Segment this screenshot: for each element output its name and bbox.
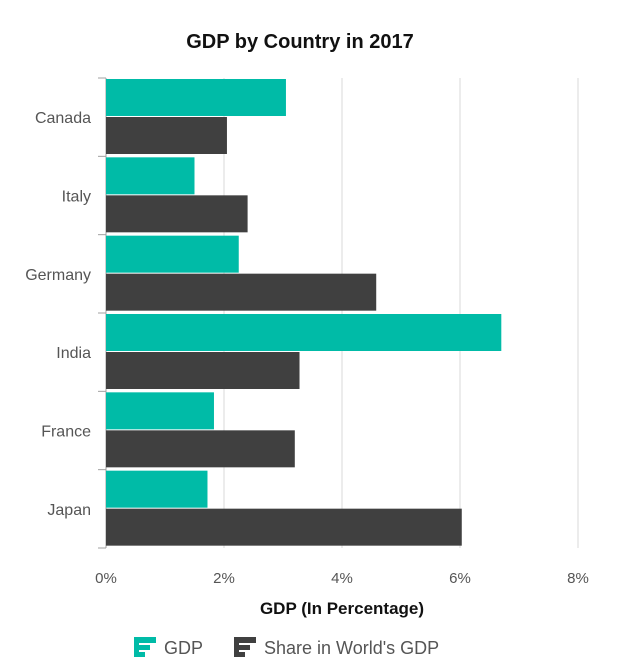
legend: GDP Share in World's GDP [134, 637, 439, 658]
legend-label: Share in World's GDP [264, 638, 439, 658]
bars [106, 79, 502, 546]
x-tick-label: 6% [449, 570, 471, 587]
category-label-canada: Canada [35, 110, 91, 127]
bar-italy-world-share [106, 195, 248, 233]
x-tick-label: 0% [95, 570, 117, 587]
category-label-germany: Germany [25, 267, 91, 284]
grid-lines [223, 78, 579, 548]
bar-italy-gdp [106, 157, 195, 195]
bar-france-world-share [106, 430, 295, 468]
chart-title: GDP by Country in 2017 [186, 31, 413, 53]
bar-canada-world-share [106, 117, 227, 154]
bar-india-gdp [106, 314, 502, 351]
category-label-india: India [56, 345, 91, 362]
category-label-italy: Italy [62, 189, 91, 206]
legend-label: GDP [164, 638, 203, 658]
category-labels: Canada Italy Germany India France Japan [25, 110, 91, 519]
x-axis-title: GDP (In Percentage) [260, 599, 424, 618]
legend-item-gdp[interactable]: GDP [134, 637, 203, 658]
bar-japan-gdp [106, 470, 208, 508]
bar-canada-gdp [106, 79, 286, 116]
bar-germany-world-share [106, 273, 377, 311]
bar-japan-world-share [106, 508, 462, 546]
x-tick-labels: 0% 2% 4% 6% 8% [95, 570, 589, 587]
bar-germany-gdp [106, 235, 239, 273]
x-tick-label: 8% [567, 570, 589, 587]
category-label-japan: Japan [47, 502, 91, 519]
bar-india-world-share [106, 352, 300, 389]
bar-france-gdp [106, 392, 214, 430]
category-label-france: France [41, 424, 91, 441]
x-tick-label: 2% [213, 570, 235, 587]
x-tick-label: 4% [331, 570, 353, 587]
y-axis [98, 77, 107, 549]
horizontal-bar-icon [234, 637, 256, 657]
horizontal-bar-icon [134, 637, 156, 657]
legend-item-world-share[interactable]: Share in World's GDP [234, 637, 439, 658]
